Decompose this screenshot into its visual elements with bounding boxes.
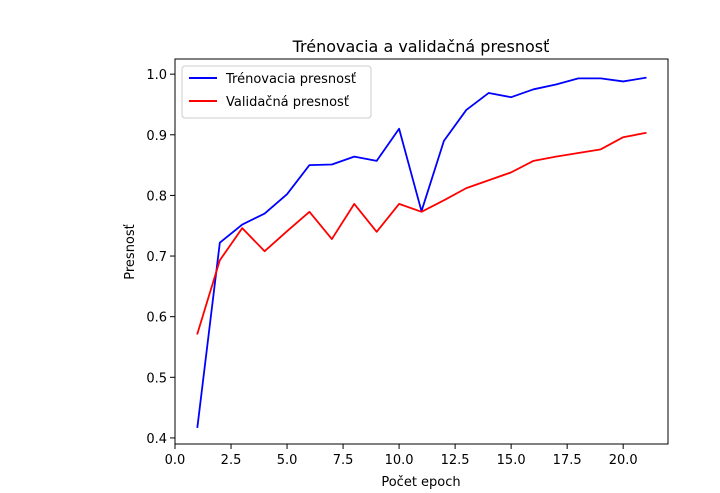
chart-title: Trénovacia a validačná presnosť — [292, 37, 550, 56]
x-tick-label: 10.0 — [385, 453, 414, 468]
x-tick-label: 5.0 — [277, 453, 298, 468]
y-axis-label: Presnosť — [123, 224, 138, 280]
x-axis-label: Počet epoch — [381, 475, 460, 490]
y-tick-label: 1.0 — [146, 68, 167, 83]
y-tick-label: 0.4 — [146, 432, 167, 447]
legend-box — [181, 65, 372, 119]
y-tick-label: 0.8 — [146, 189, 167, 204]
x-tick-label: 7.5 — [333, 453, 354, 468]
x-tick-label: 12.5 — [441, 453, 470, 468]
x-tick-label: 2.5 — [221, 453, 242, 468]
x-axis: 0.0 2.5 5.0 7.5 10.0 12.5 15.0 17.5 20.0 — [165, 444, 638, 468]
plot-frame — [174, 58, 669, 445]
y-tick-label: 0.9 — [146, 129, 167, 144]
y-axis: 0.4 0.5 0.6 0.7 0.8 0.9 1.0 — [146, 68, 175, 447]
series-line-training — [196, 76, 647, 429]
legend: Trénovacia presnosť Validačná presnosť — [181, 65, 372, 119]
x-tick-label: 15.0 — [497, 453, 526, 468]
x-tick-label: 20.0 — [609, 453, 638, 468]
series-line-validation — [196, 131, 647, 335]
x-tick-label: 17.5 — [553, 453, 582, 468]
plot-lines — [196, 76, 647, 429]
x-tick-label: 0.0 — [165, 453, 186, 468]
y-tick-label: 0.6 — [146, 311, 167, 326]
y-tick-label: 0.5 — [146, 371, 167, 386]
y-tick-label: 0.7 — [146, 250, 167, 265]
legend-label-validation: Validačná presnosť — [226, 95, 349, 110]
legend-label-training: Trénovacia presnosť — [225, 72, 356, 87]
